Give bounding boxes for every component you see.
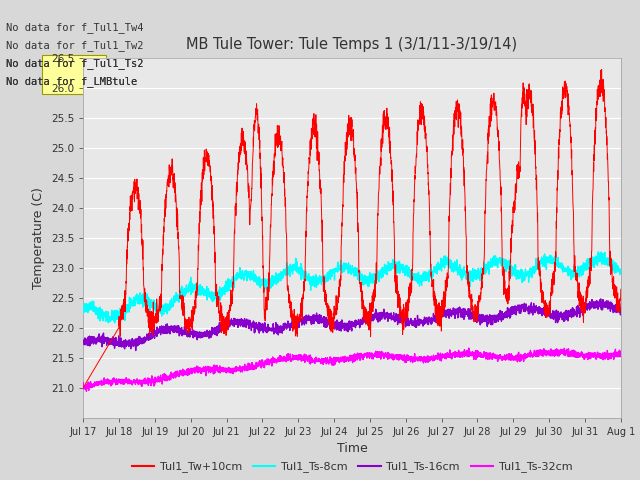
Tul1_Ts-16cm xyxy=(141,335,148,341)
Tul1_Ts-32cm xyxy=(141,377,148,383)
Tul1_Tw+10cm xyxy=(309,129,317,134)
Tul1_Ts-16cm xyxy=(597,296,605,302)
Tul1_Ts-16cm xyxy=(617,309,625,315)
Tul1_Tw+10cm xyxy=(607,263,614,268)
Tul1_Ts-16cm xyxy=(607,299,614,305)
Tul1_Ts-8cm xyxy=(617,267,625,273)
Tul1_Ts-8cm xyxy=(309,281,317,287)
Tul1_Ts-16cm xyxy=(309,316,317,322)
Text: No data for f_LMBtule: No data for f_LMBtule xyxy=(6,76,138,87)
Line: Tul1_Tw+10cm: Tul1_Tw+10cm xyxy=(83,69,621,387)
Tul1_Ts-32cm xyxy=(465,345,472,351)
Tul1_Ts-32cm xyxy=(285,357,293,362)
Text: No data for f_Tul1_Tw4: No data for f_Tul1_Tw4 xyxy=(6,22,144,33)
Tul1_Tw+10cm xyxy=(548,277,556,283)
Tul1_Ts-32cm xyxy=(309,357,317,363)
Tul1_Ts-32cm xyxy=(607,354,614,360)
Tul1_Ts-8cm xyxy=(111,320,118,326)
Title: MB Tule Tower: Tule Temps 1 (3/1/11-3/19/14): MB Tule Tower: Tule Temps 1 (3/1/11-3/19… xyxy=(186,37,518,52)
Y-axis label: Temperature (C): Temperature (C) xyxy=(33,187,45,288)
Tul1_Ts-8cm xyxy=(607,257,614,263)
Tul1_Ts-8cm xyxy=(141,299,148,305)
Tul1_Ts-8cm xyxy=(285,268,293,274)
Tul1_Ts-32cm xyxy=(173,373,180,379)
Line: Tul1_Ts-16cm: Tul1_Ts-16cm xyxy=(83,299,621,350)
Tul1_Ts-32cm xyxy=(83,388,90,394)
Tul1_Ts-16cm xyxy=(173,326,180,332)
Tul1_Tw+10cm xyxy=(598,66,605,72)
Text: No data for f_Tul1_Ts2: No data for f_Tul1_Ts2 xyxy=(6,58,144,69)
Tul1_Ts-16cm xyxy=(79,338,87,344)
Tul1_Ts-8cm xyxy=(173,296,180,301)
Tul1_Ts-16cm xyxy=(285,325,293,331)
Tul1_Ts-16cm xyxy=(548,312,556,317)
Tul1_Ts-8cm xyxy=(548,259,556,265)
Line: Tul1_Ts-8cm: Tul1_Ts-8cm xyxy=(83,252,621,323)
Tul1_Ts-32cm xyxy=(617,353,625,359)
Tul1_Ts-8cm xyxy=(79,305,87,311)
Line: Tul1_Ts-32cm: Tul1_Ts-32cm xyxy=(83,348,621,391)
Tul1_Tw+10cm xyxy=(141,299,148,305)
Tul1_Tw+10cm xyxy=(173,211,180,217)
Tul1_Ts-16cm xyxy=(132,348,140,353)
Tul1_Tw+10cm xyxy=(617,287,625,292)
Legend: Tul1_Tw+10cm, Tul1_Ts-8cm, Tul1_Ts-16cm, Tul1_Ts-32cm: Tul1_Tw+10cm, Tul1_Ts-8cm, Tul1_Ts-16cm,… xyxy=(127,457,577,477)
Tul1_Ts-8cm xyxy=(595,249,602,254)
X-axis label: Time: Time xyxy=(337,442,367,455)
Tul1_Tw+10cm xyxy=(79,384,87,390)
Text: No data for f_Tul1_Tw2: No data for f_Tul1_Tw2 xyxy=(6,40,144,51)
Tul1_Ts-32cm xyxy=(549,351,557,357)
Tul1_Ts-32cm xyxy=(79,380,87,385)
Text: No data for f_Tul1_Ts2: No data for f_Tul1_Ts2 xyxy=(6,58,144,69)
Tul1_Tw+10cm xyxy=(285,300,293,306)
Text: No data for f_LMBtule: No data for f_LMBtule xyxy=(6,76,138,87)
